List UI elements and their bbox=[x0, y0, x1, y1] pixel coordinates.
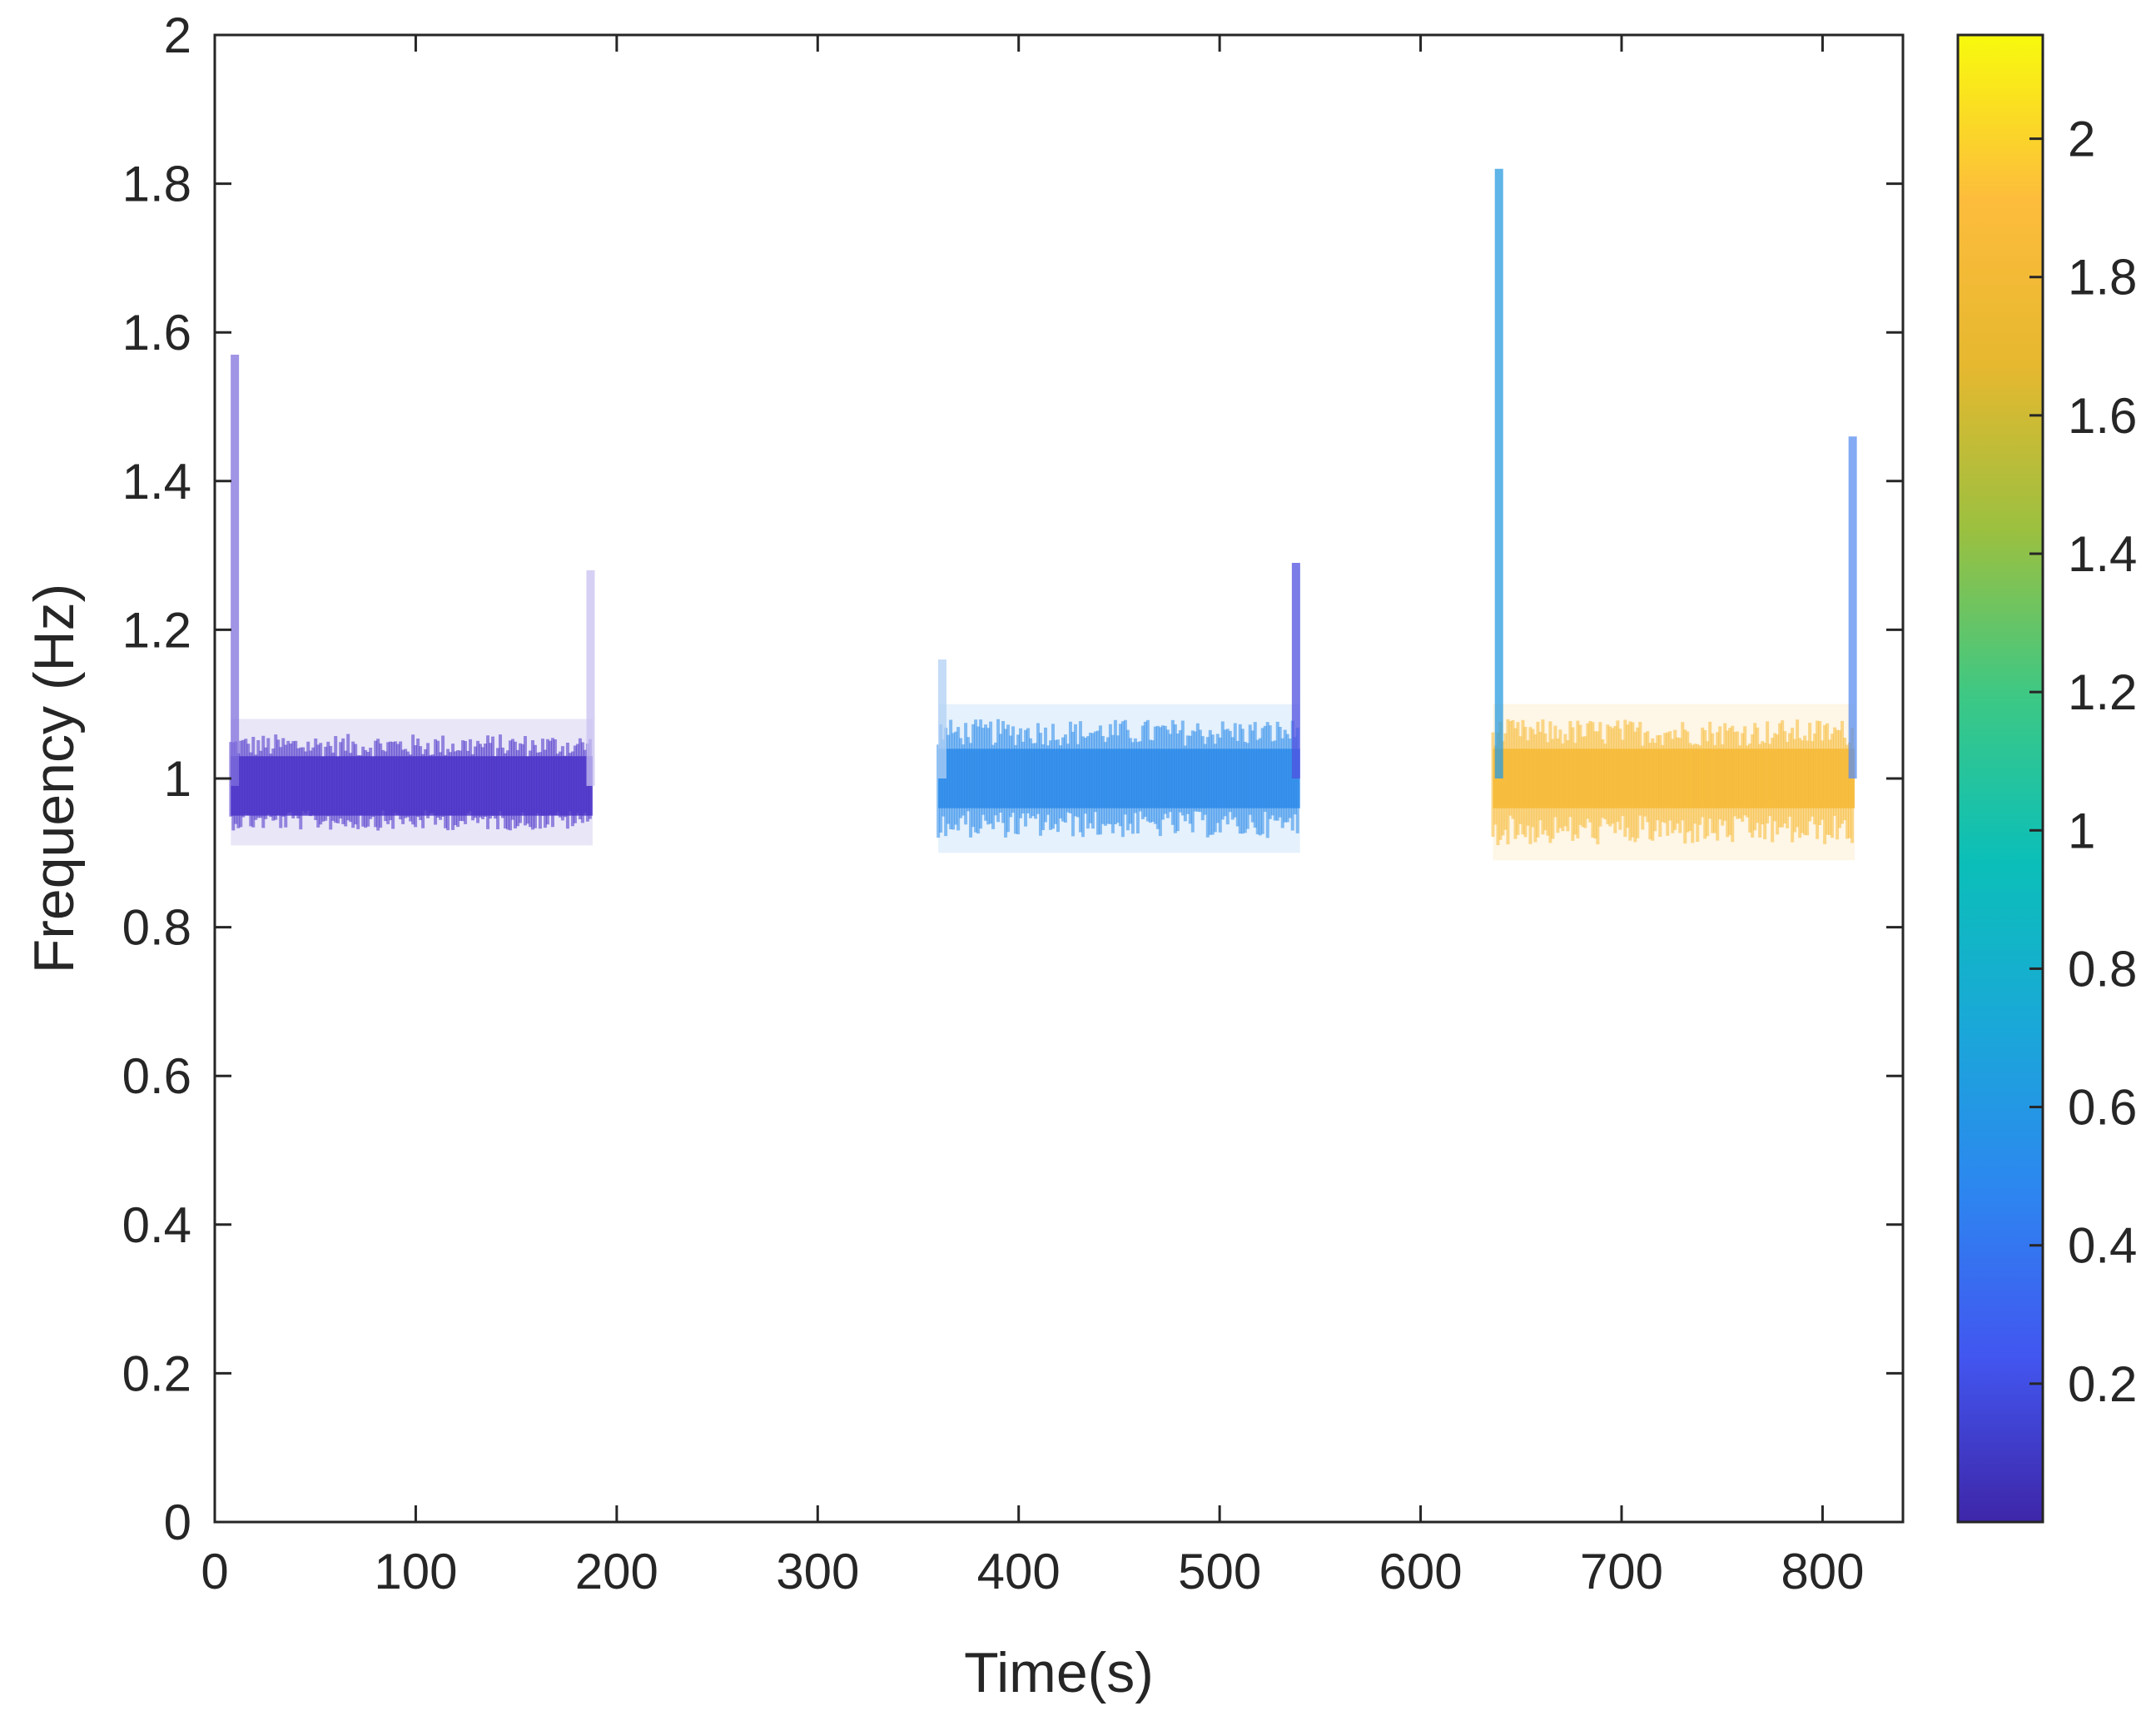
colorbar-tick-label: 2 bbox=[2068, 112, 2095, 167]
x-tick-label: 800 bbox=[1781, 1544, 1864, 1599]
colorbar-tick-label: 0.4 bbox=[2068, 1218, 2137, 1274]
x-tick-label: 200 bbox=[575, 1544, 658, 1599]
y-tick-label: 1.2 bbox=[122, 602, 191, 658]
x-tick-label: 600 bbox=[1379, 1544, 1463, 1599]
x-tick-label: 500 bbox=[1178, 1544, 1261, 1599]
y-tick-label: 1.6 bbox=[122, 305, 191, 361]
x-tick-label: 400 bbox=[977, 1544, 1061, 1599]
data-segment-3 bbox=[1491, 168, 1857, 861]
colorbar-ticks: 0.2 0.4 0.6 0.8 1 1.2 1.4 1.6 1.8 2 bbox=[2029, 112, 2137, 1412]
y-tick-label: 0.4 bbox=[122, 1197, 191, 1253]
y-axis-ticks: 0 0.2 0.4 0.6 0.8 1 1.2 1.4 1.6 1.8 2 bbox=[122, 7, 1903, 1550]
x-tick-label: 100 bbox=[374, 1544, 457, 1599]
y-tick-label: 1.8 bbox=[122, 157, 191, 212]
data-layer bbox=[229, 168, 1857, 861]
end-spike bbox=[586, 570, 595, 786]
y-tick-label: 1.4 bbox=[122, 454, 191, 510]
x-tick-label: 700 bbox=[1580, 1544, 1663, 1599]
colorbar-tick-label: 1.4 bbox=[2068, 526, 2137, 582]
data-segment-1 bbox=[229, 354, 595, 846]
y-tick-label: 1 bbox=[164, 751, 191, 807]
colorbar-tick-label: 0.2 bbox=[2068, 1356, 2137, 1412]
x-tick-label: 300 bbox=[776, 1544, 859, 1599]
colorbar-tick-label: 0.6 bbox=[2068, 1080, 2137, 1136]
y-axis-title: Frequency (Hz) bbox=[22, 584, 86, 974]
y-tick-label: 0.8 bbox=[122, 900, 191, 956]
start-spike bbox=[937, 659, 946, 778]
colorbar-tick-label: 1.8 bbox=[2068, 250, 2137, 306]
start-spike bbox=[231, 354, 240, 786]
y-tick-label: 0.6 bbox=[122, 1048, 191, 1104]
y-tick-label: 0 bbox=[164, 1495, 191, 1550]
colorbar-tick-label: 1.6 bbox=[2068, 388, 2137, 444]
x-tick-label: 0 bbox=[201, 1544, 228, 1599]
data-segment-2 bbox=[936, 563, 1300, 853]
colorbar-tick-label: 1 bbox=[2068, 803, 2095, 858]
y-tick-label: 2 bbox=[164, 7, 191, 63]
x-axis-title: Time(s) bbox=[964, 1641, 1154, 1704]
end-spike bbox=[1291, 563, 1300, 778]
x-axis-ticks: 0 100 200 300 400 500 600 700 800 bbox=[201, 35, 1864, 1599]
colorbar-tick-label: 1.2 bbox=[2068, 664, 2137, 720]
y-tick-label: 0.2 bbox=[122, 1345, 191, 1401]
colorbar-tick-label: 0.8 bbox=[2068, 941, 2137, 997]
start-spike bbox=[1494, 168, 1503, 779]
colorbar bbox=[1956, 33, 2044, 1524]
end-spike bbox=[1848, 436, 1857, 778]
